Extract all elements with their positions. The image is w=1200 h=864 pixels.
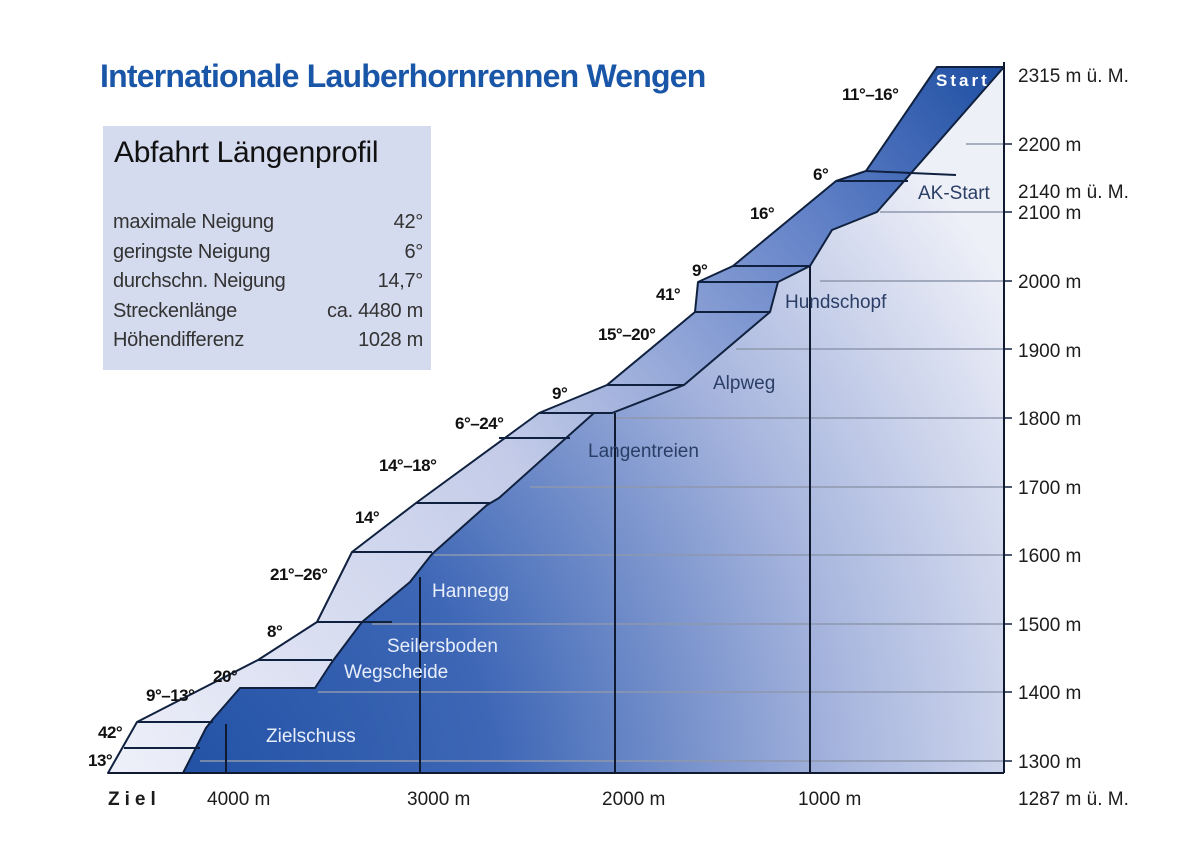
info-panel: Abfahrt Längenprofil maximale Neigung 42… [103,126,431,370]
distance-label: 4000 m [207,789,270,810]
altitude-label: 1287 m ü. M. [1018,789,1129,810]
finish-label: Ziel [108,789,161,810]
stat-label: Höhendifferenz [113,329,245,352]
stat-label: maximale Neigung [113,211,274,233]
altitude-ticks [1004,143,1012,762]
page-title: Internationale Lauberhornrennen Wengen [100,58,706,94]
segment-dividers [108,170,957,774]
stat-label: Streckenlänge [113,299,237,322]
stat-row: durchschn. Neigung 14,7° [113,270,423,300]
section-label-wegscheide: Wegscheide [344,662,448,683]
gradient-label: 21°–26° [270,565,328,584]
altitude-label: 1500 m [1018,615,1081,636]
section-label-langentreien: Langentreien [588,441,699,462]
gradient-label: 8° [267,622,283,641]
altitude-label: 2100 m [1018,203,1081,224]
gradient-label: 11°–16° [842,85,899,104]
distance-label: 3000 m [407,789,470,810]
altitude-label: 2140 m ü. M. [1018,182,1129,203]
altitude-label: 1300 m [1018,752,1081,773]
mountain-body [183,69,1004,773]
stat-value: 42° [393,211,424,233]
start-label: Start [936,71,990,90]
stat-row: maximale Neigung 42° [113,211,423,241]
altitude-label: 1900 m [1018,341,1081,362]
section-label-seilersboden: Seilersboden [387,636,498,657]
stat-value: 14,7° [377,270,424,293]
gradient-label: 42° [98,723,123,742]
altitude-label: 2315 m ü. M. [1018,66,1129,87]
distance-gridlines [225,266,811,773]
altitude-label: 1700 m [1018,478,1081,499]
stat-label: geringste Neigung [113,240,271,263]
gradient-label: 41° [656,285,681,304]
altitude-label: 1600 m [1018,546,1081,567]
distance-label: 2000 m [602,789,665,810]
gradient-label: 9° [552,384,568,403]
altitude-label: 2200 m [1018,135,1081,156]
gradient-label: 9° [692,261,708,280]
section-label-alpweg: Alpweg [713,373,775,394]
stat-value: 6° [404,240,423,263]
section-label-zielschuss: Zielschuss [266,726,356,747]
stat-row: geringste Neigung 6° [113,241,423,271]
gradient-label: 14° [355,508,380,527]
gradient-label: 16° [750,204,775,223]
gradient-label: 15°–20° [598,325,656,344]
gradient-label: 9°–13° [146,686,195,705]
panel-heading: Abfahrt Längenprofil [114,136,379,169]
stat-value: ca. 4480 m [327,299,423,322]
gradient-label: 13° [88,751,113,770]
distance-label: 1000 m [798,789,861,810]
gradient-label: 20° [213,667,238,686]
altitude-label: 1800 m [1018,409,1081,430]
gradient-label: 6° [813,165,829,184]
stat-row: Streckenlänge ca. 4480 m [113,300,423,330]
section-label-hannegg: Hannegg [432,581,509,602]
gradient-label: 6°–24° [455,414,504,433]
stat-row: Höhendifferenz 1028 m [113,329,423,359]
section-label-hundschopf: Hundschopf [785,292,887,313]
stat-value: 1028 m [358,329,423,352]
stat-label: durchschn. Neigung [113,270,286,293]
gradient-label: 14°–18° [379,456,437,475]
altitude-gridlines [200,143,1004,762]
stats-list: maximale Neigung 42° geringste Neigung 6… [113,211,423,359]
altitude-label: 2000 m [1018,272,1081,293]
altitude-label: 1400 m [1018,683,1081,704]
section-label-ak-start: AK-Start [918,183,991,204]
